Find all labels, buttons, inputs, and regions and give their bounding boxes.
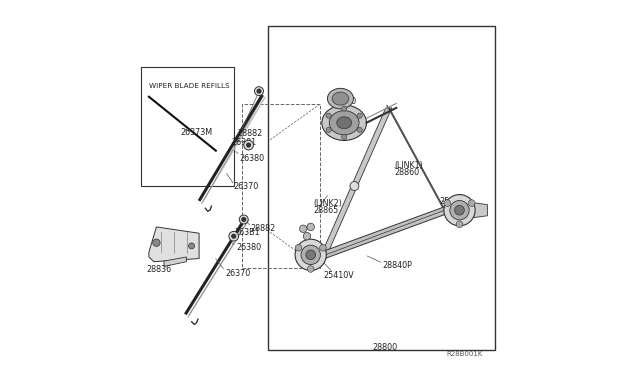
- Polygon shape: [317, 108, 392, 264]
- Circle shape: [456, 221, 463, 228]
- Circle shape: [342, 106, 347, 111]
- Text: R28B001K: R28B001K: [447, 351, 483, 357]
- Ellipse shape: [330, 111, 359, 135]
- Circle shape: [307, 223, 314, 231]
- Circle shape: [295, 244, 302, 251]
- Text: 28882: 28882: [250, 224, 275, 232]
- Text: (LINK2): (LINK2): [314, 199, 342, 208]
- Polygon shape: [324, 206, 447, 259]
- Polygon shape: [149, 227, 199, 262]
- Circle shape: [242, 218, 246, 221]
- Circle shape: [357, 127, 362, 132]
- Text: 28865: 28865: [314, 206, 339, 215]
- Circle shape: [244, 140, 253, 150]
- Text: 28860: 28860: [394, 168, 420, 177]
- Circle shape: [300, 225, 307, 232]
- Ellipse shape: [337, 117, 351, 129]
- Text: 28836: 28836: [147, 265, 172, 274]
- Circle shape: [319, 244, 326, 251]
- Text: WIPER BLADE REFILLS: WIPER BLADE REFILLS: [149, 83, 230, 89]
- Text: 26380: 26380: [239, 154, 264, 163]
- Circle shape: [232, 234, 236, 238]
- Text: (LINK1): (LINK1): [394, 161, 423, 170]
- Circle shape: [326, 113, 332, 118]
- Text: 28840P: 28840P: [383, 262, 412, 270]
- Text: 25410V: 25410V: [439, 198, 470, 206]
- Circle shape: [468, 200, 475, 206]
- Text: 25410V: 25410V: [324, 271, 355, 280]
- Bar: [242, 104, 320, 268]
- Circle shape: [357, 113, 362, 118]
- Polygon shape: [387, 105, 447, 213]
- Text: 26381: 26381: [232, 138, 257, 147]
- Text: 26370: 26370: [225, 269, 251, 278]
- Text: 28810: 28810: [331, 97, 356, 106]
- Ellipse shape: [328, 88, 353, 109]
- Circle shape: [301, 245, 321, 264]
- Polygon shape: [164, 257, 186, 266]
- Polygon shape: [474, 203, 488, 218]
- Circle shape: [153, 239, 160, 247]
- Bar: [141, 67, 234, 186]
- Ellipse shape: [322, 105, 367, 141]
- Ellipse shape: [332, 92, 349, 105]
- Circle shape: [450, 201, 469, 220]
- Circle shape: [444, 195, 475, 226]
- Text: 263B1: 263B1: [234, 228, 260, 237]
- Circle shape: [255, 87, 264, 96]
- Circle shape: [454, 205, 465, 215]
- Text: 26370: 26370: [234, 182, 259, 191]
- Text: 26380: 26380: [236, 243, 261, 252]
- Circle shape: [189, 243, 195, 249]
- Circle shape: [350, 182, 359, 190]
- Text: 28800: 28800: [372, 343, 397, 352]
- Circle shape: [257, 89, 261, 93]
- Circle shape: [295, 239, 326, 270]
- Circle shape: [342, 134, 347, 140]
- Circle shape: [444, 200, 451, 206]
- Text: 28882: 28882: [237, 129, 262, 138]
- Circle shape: [239, 215, 248, 224]
- Circle shape: [307, 266, 314, 272]
- Circle shape: [303, 232, 310, 240]
- Circle shape: [306, 250, 316, 260]
- Circle shape: [326, 127, 332, 132]
- Circle shape: [229, 231, 239, 241]
- Text: 26373M: 26373M: [180, 128, 212, 137]
- Circle shape: [246, 143, 250, 147]
